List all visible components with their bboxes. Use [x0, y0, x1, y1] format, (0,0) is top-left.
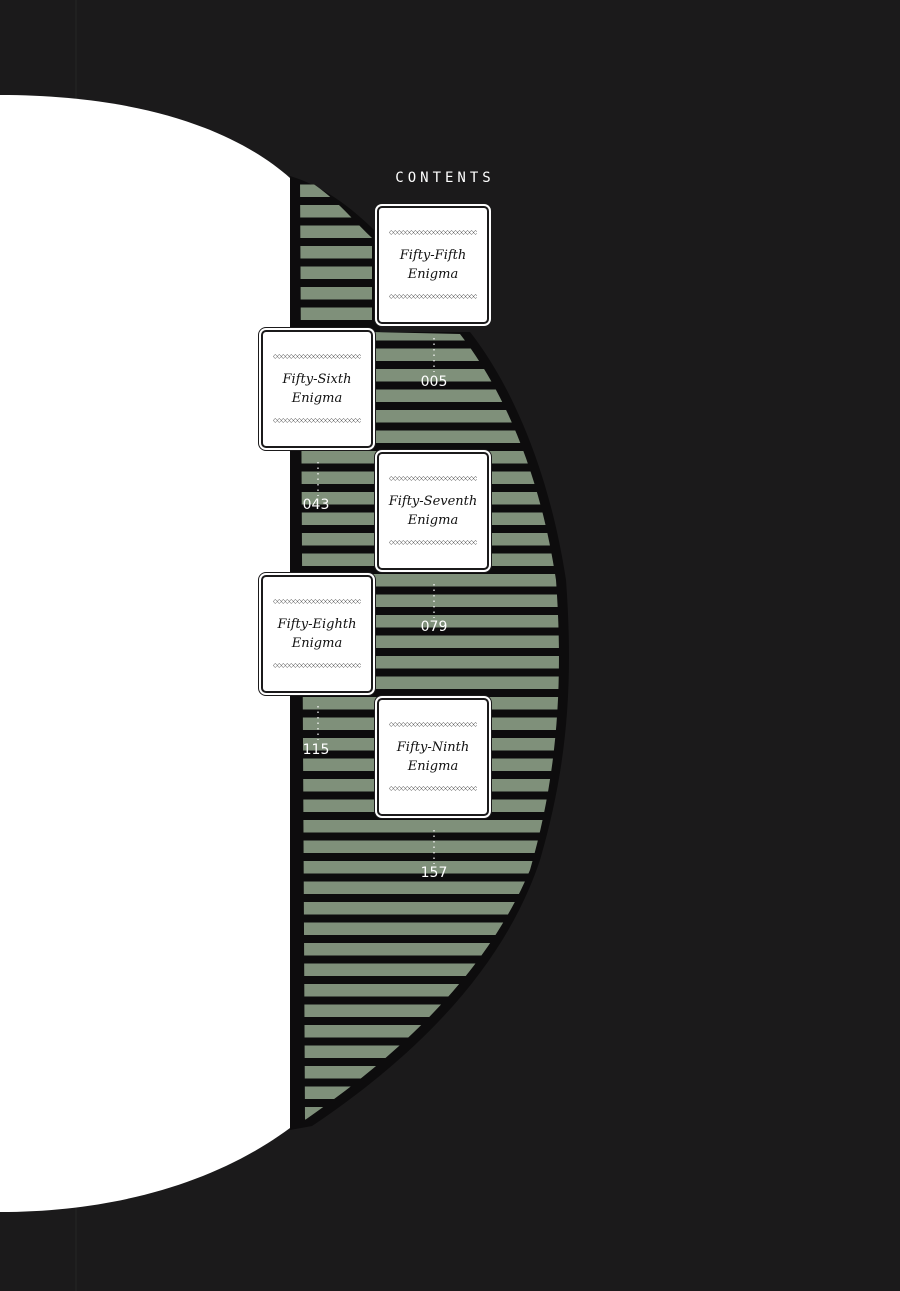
white-moon-shape: [0, 95, 290, 1212]
page-number-55: 005: [420, 374, 448, 390]
diamond-ornament-bottom: ◇◇◇◇◇◇◇◇◇◇◇◇◇◇◇◇◇◇◇◇◇◇◇◇: [389, 293, 477, 300]
chapter-card-58[interactable]: ◇◇◇◇◇◇◇◇◇◇◇◇◇◇◇◇◇◇◇◇◇◇◇◇ Fifty-Eighth En…: [261, 575, 373, 693]
diamond-ornament-top: ◇◇◇◇◇◇◇◇◇◇◇◇◇◇◇◇◇◇◇◇◇◇◇◇: [389, 721, 477, 728]
chapter-title: Fifty-Sixth Enigma: [282, 372, 352, 406]
diamond-ornament-top: ◇◇◇◇◇◇◇◇◇◇◇◇◇◇◇◇◇◇◇◇◇◇◇◇: [389, 475, 477, 482]
chapter-card-56[interactable]: ◇◇◇◇◇◇◇◇◇◇◇◇◇◇◇◇◇◇◇◇◇◇◇◇ Fifty-Sixth Eni…: [261, 330, 373, 448]
chapter-title: Fifty-Eighth Enigma: [277, 617, 357, 651]
chapter-title: Fifty-Seventh Enigma: [388, 494, 478, 528]
contents-heading: CONTENTS: [395, 170, 495, 186]
page-number-57: 079: [420, 619, 448, 635]
page-number-58: 115: [302, 742, 330, 758]
diamond-ornament-top: ◇◇◇◇◇◇◇◇◇◇◇◇◇◇◇◇◇◇◇◇◇◇◇◇: [389, 229, 477, 236]
diamond-ornament-top: ◇◇◇◇◇◇◇◇◇◇◇◇◇◇◇◇◇◇◇◇◇◇◇◇: [273, 598, 361, 605]
page-number-59: 157: [420, 865, 448, 881]
diamond-ornament-bottom: ◇◇◇◇◇◇◇◇◇◇◇◇◇◇◇◇◇◇◇◇◇◇◇◇: [389, 539, 477, 546]
diamond-ornament-bottom: ◇◇◇◇◇◇◇◇◇◇◇◇◇◇◇◇◇◇◇◇◇◇◇◇: [273, 662, 361, 669]
chapter-title: Fifty-Ninth Enigma: [396, 740, 470, 774]
chapter-card-57[interactable]: ◇◇◇◇◇◇◇◇◇◇◇◇◇◇◇◇◇◇◇◇◇◇◇◇ Fifty-Seventh E…: [377, 452, 489, 570]
diamond-ornament-top: ◇◇◇◇◇◇◇◇◇◇◇◇◇◇◇◇◇◇◇◇◇◇◇◇: [273, 353, 361, 360]
dotted-leaders: [317, 338, 435, 864]
diamond-ornament-bottom: ◇◇◇◇◇◇◇◇◇◇◇◇◇◇◇◇◇◇◇◇◇◇◇◇: [389, 785, 477, 792]
chapter-title: Fifty-Fifth Enigma: [399, 248, 467, 282]
chapter-card-55[interactable]: ◇◇◇◇◇◇◇◇◇◇◇◇◇◇◇◇◇◇◇◇◇◇◇◇ Fifty-Fifth Eni…: [377, 206, 489, 324]
chapter-card-59[interactable]: ◇◇◇◇◇◇◇◇◇◇◇◇◇◇◇◇◇◇◇◇◇◇◇◇ Fifty-Ninth Eni…: [377, 698, 489, 816]
page-number-56: 043: [302, 497, 330, 513]
diamond-ornament-bottom: ◇◇◇◇◇◇◇◇◇◇◇◇◇◇◇◇◇◇◇◇◇◇◇◇: [273, 417, 361, 424]
